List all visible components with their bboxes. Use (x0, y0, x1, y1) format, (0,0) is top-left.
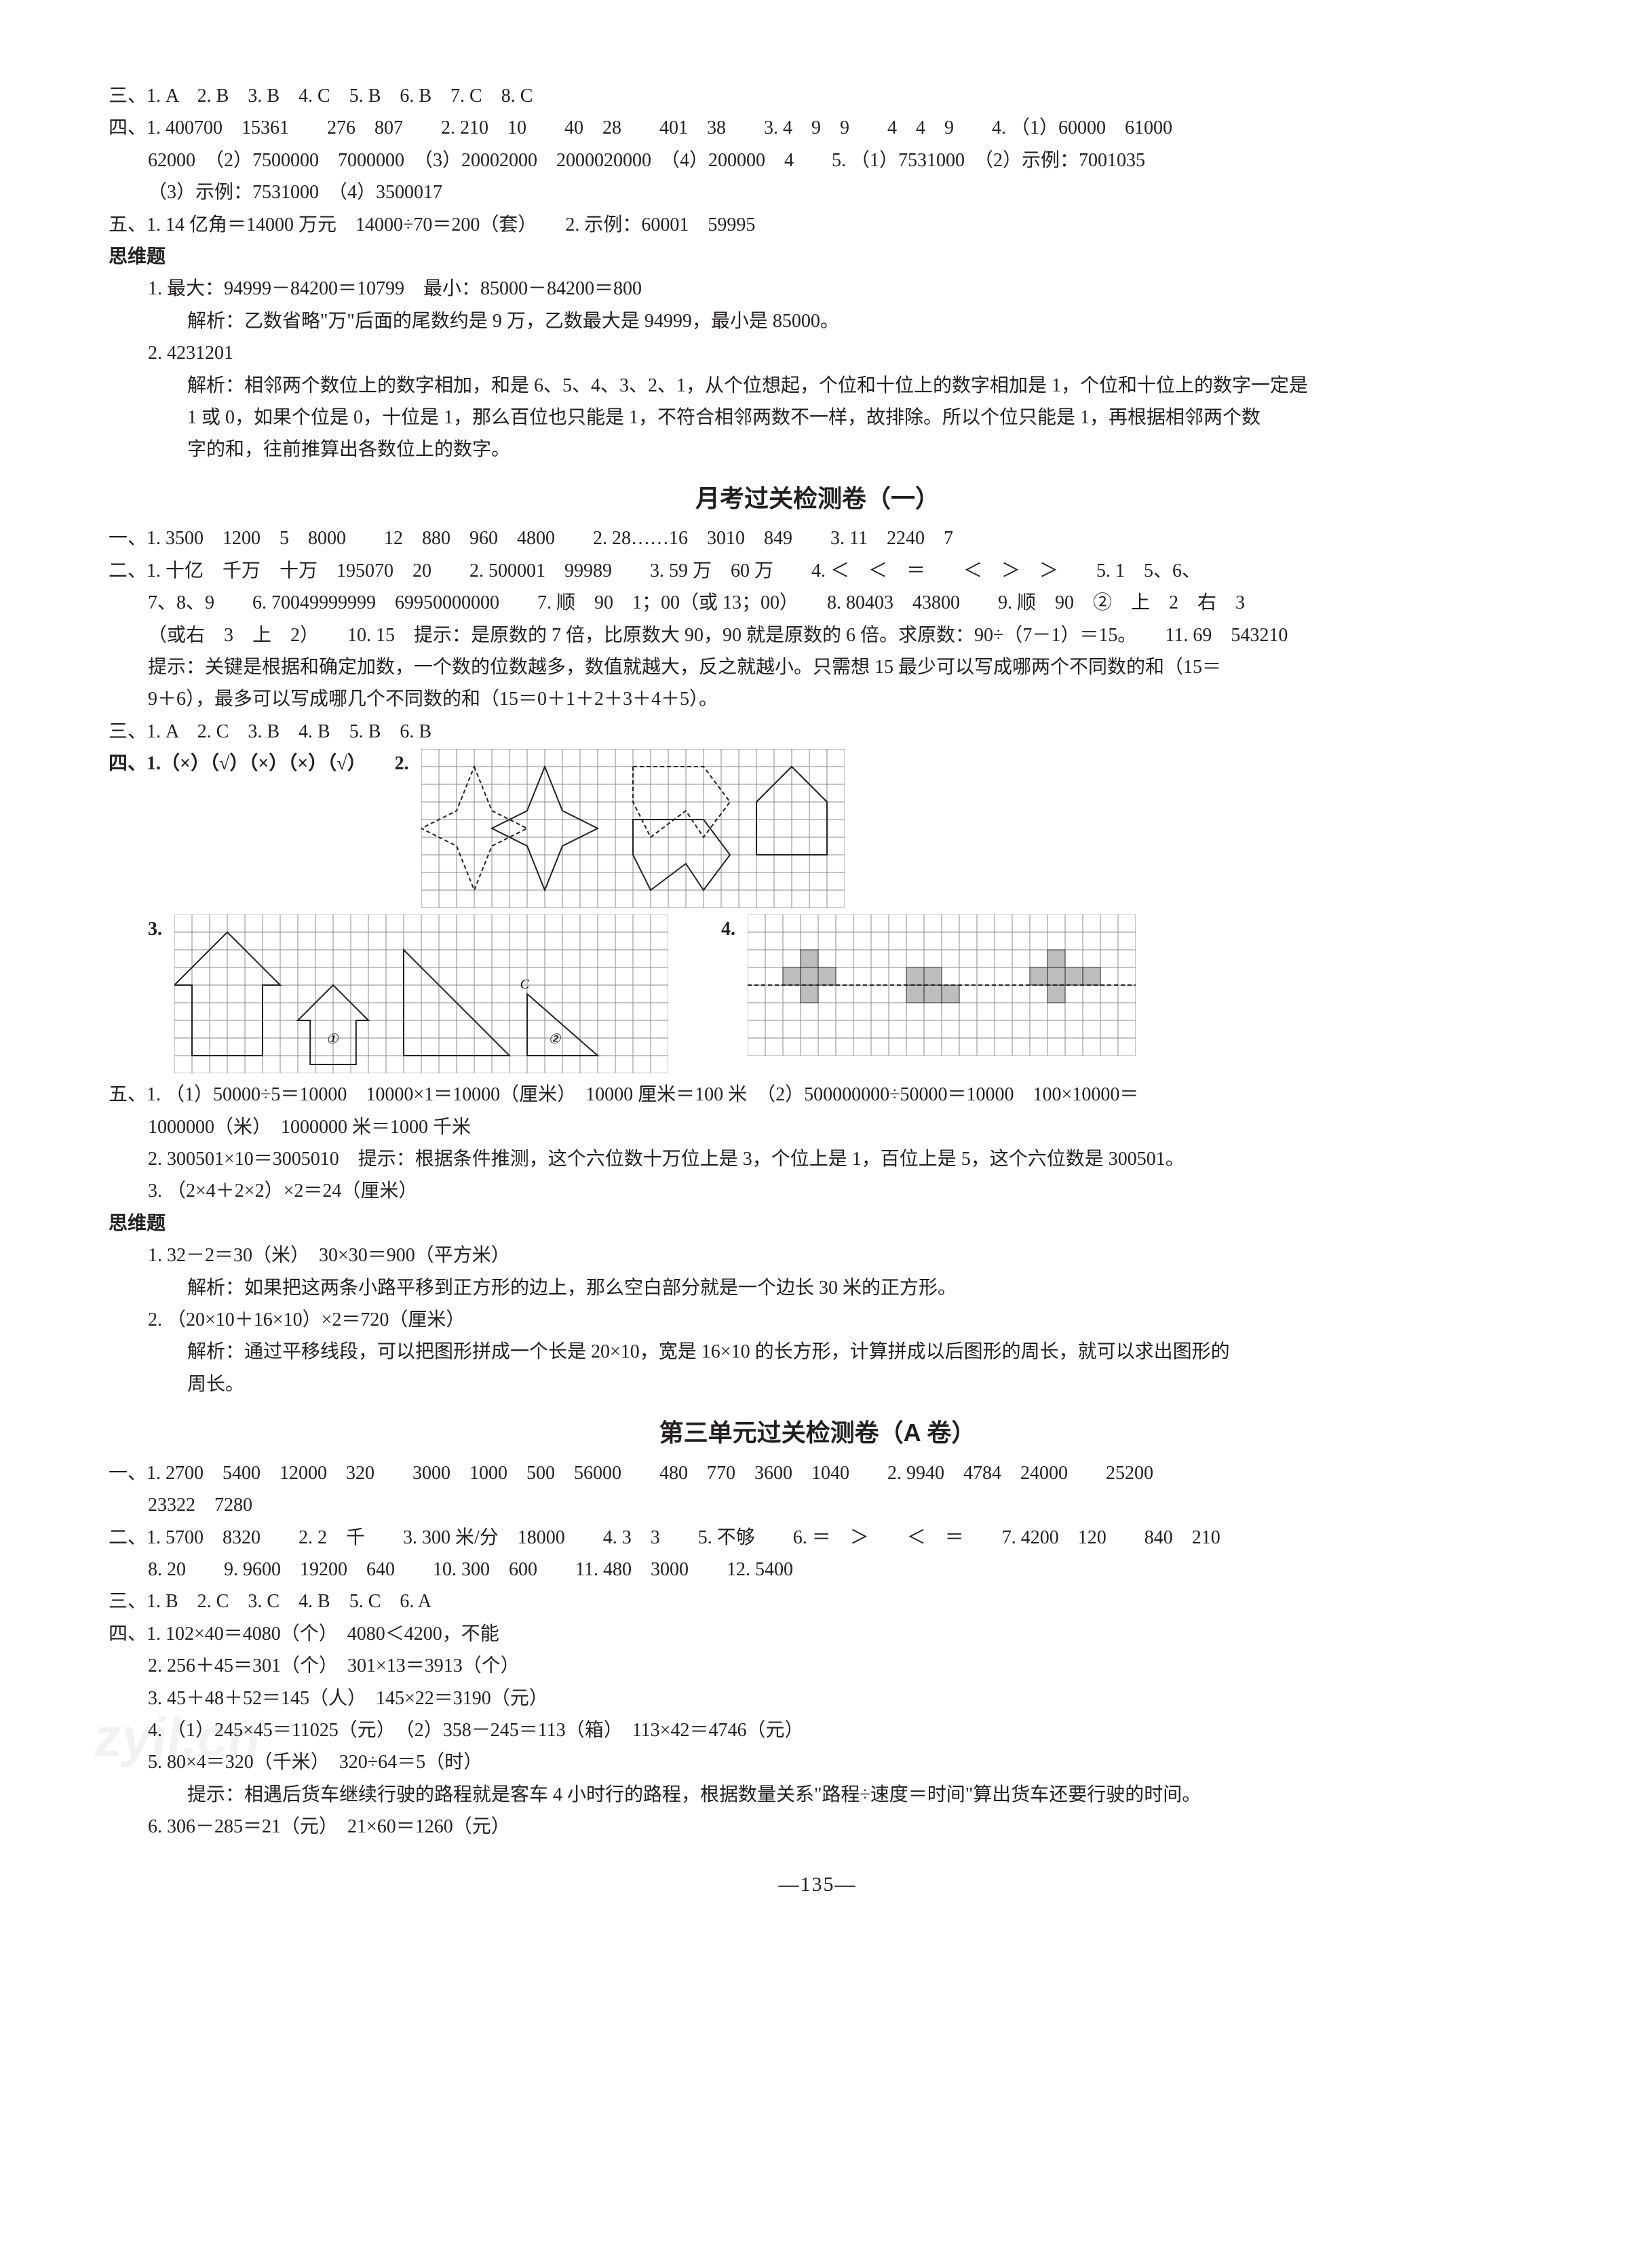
line-yk-er-4: 提示：关键是根据和确定加数，一个数的位数越多，数值就越大，反之就越小。只需想 1… (109, 653, 1526, 682)
title-unit3a: 第三单元过关检测卷（A 卷） (109, 1414, 1526, 1452)
row-yk-si-q2: 四、1.（×）（√）（×）（×）（√） 2. (109, 749, 1526, 908)
line-yk-wu-3: 2. 300501×10＝3005010 提示：根据条件推测，这个六位数十万位上… (109, 1145, 1526, 1174)
figure-grid-q3: ① C ② (174, 915, 668, 1073)
figure-grid-q4 (748, 915, 1136, 1056)
line-yk-sw2-2: 解析：通过平移线段，可以把图形拼成一个长是 20×10，宽是 16×10 的长方… (109, 1337, 1526, 1366)
line-yk-sw2-1: 2. （20×10＋16×10）×2＝720（厘米） (109, 1305, 1526, 1334)
line-u3-si-5: 5. 80×4＝320（千米） 320÷64＝5（时） (109, 1748, 1526, 1777)
line-top-sw1-1: 1. 最大：94999－84200＝10799 最小：85000－84200＝8… (109, 274, 1526, 303)
line-top-sw2-1: 2. 4231201 (109, 339, 1526, 368)
line-top-sw2-2: 解析：相邻两个数位上的数字相加，和是 6、5、4、3、2、1，从个位想起，个位和… (109, 371, 1526, 400)
line-top-si-3: （3）示例：7531000 （4）3500017 (109, 178, 1526, 207)
line-u3-er-1: 二、1. 5700 8320 2. 2 千 3. 300 米/分 18000 4… (109, 1523, 1526, 1552)
line-top-sw2-4: 字的和，往前推算出各数位上的数字。 (109, 435, 1526, 464)
line-u3-si-7: 6. 306－285＝21（元） 21×60＝1260（元） (109, 1812, 1526, 1841)
line-top-si-1: 四、1. 400700 15361 276 807 2. 210 10 40 2… (109, 113, 1526, 142)
heading-siwei-1: 思维题 (109, 242, 1526, 271)
line-u3-si-2: 2. 256＋45＝301（个） 301×13＝3913（个） (109, 1651, 1526, 1680)
line-top-san: 三、1. A 2. B 3. B 4. C 5. B 6. B 7. C 8. … (109, 81, 1526, 111)
figure-grid-q2 (421, 749, 845, 908)
line-u3-si-1: 四、1. 102×40＝4080（个） 4080＜4200，不能 (109, 1619, 1526, 1649)
line-u3-yi-2: 23322 7280 (109, 1491, 1526, 1520)
line-yk-wu-2: 1000000（米） 1000000 米＝1000 千米 (109, 1113, 1526, 1142)
line-yk-yi-1: 一、1. 3500 1200 5 8000 12 880 960 4800 2.… (109, 524, 1526, 553)
svg-text:C: C (520, 977, 530, 992)
line-yk-sw1-1: 1. 32－2＝30（米） 30×30＝900（平方米） (109, 1241, 1526, 1270)
line-yk-er-5: 9＋6），最多可以写成哪几个不同数的和（15＝0＋1＋2＋3＋4＋5）。 (109, 685, 1526, 714)
svg-text:②: ② (548, 1032, 561, 1047)
line-yk-wu-1: 五、1. （1）50000÷5＝10000 10000×1＝10000（厘米） … (109, 1080, 1526, 1109)
line-u3-si-4: 4. （1）245×45＝11025（元） （2）358－245＝113（箱） … (109, 1716, 1526, 1745)
line-top-sw1-2: 解析：乙数省略"万"后面的尾数约是 9 万，乙数最大是 94999，最小是 85… (109, 307, 1526, 336)
line-u3-si-6: 提示：相遇后货车继续行驶的路程就是客车 4 小时行的路程，根据数量关系"路程÷速… (109, 1780, 1526, 1809)
line-yk-sw2-3: 周长。 (109, 1370, 1526, 1399)
line-u3-si-3: 3. 45＋48＋52＝145（人） 145×22＝3190（元） (109, 1684, 1526, 1713)
line-yk-er-2: 7、8、9 6. 70049999999 69950000000 7. 顺 90… (109, 588, 1526, 617)
line-yk-wu-4: 3. （2×4＋2×2）×2＝24（厘米） (109, 1176, 1526, 1206)
title-yuekao: 月考过关检测卷（一） (109, 480, 1526, 518)
label-q4: 4. (721, 915, 735, 944)
line-yk-er-1: 二、1. 十亿 千万 十万 195070 20 2. 500001 99989 … (109, 556, 1526, 585)
line-yk-er-3: （或右 3 上 2） 10. 15 提示：是原数的 7 倍，比原数大 90，90… (109, 621, 1526, 650)
line-top-wu-1: 五、1. 14 亿角＝14000 万元 14000÷70＝200（套） 2. 示… (109, 210, 1526, 239)
heading-siwei-2: 思维题 (109, 1209, 1526, 1238)
line-u3-yi-1: 一、1. 2700 5400 12000 320 3000 1000 500 5… (109, 1459, 1526, 1488)
line-top-si-2: 62000 （2）7500000 7000000 （3）20002000 200… (109, 146, 1526, 175)
line-u3-san: 三、1. B 2. C 3. C 4. B 5. C 6. A (109, 1587, 1526, 1616)
line-top-sw2-3: 1 或 0，如果个位是 0，十位是 1，那么百位也只能是 1，不符合相邻两数不一… (109, 403, 1526, 432)
svg-text:①: ① (326, 1032, 339, 1047)
line-yk-sw1-2: 解析：如果把这两条小路平移到正方形的边上，那么空白部分就是一个边长 30 米的正… (109, 1273, 1526, 1303)
row-yk-q3-q4: 3. ① C ② 4. (109, 915, 1526, 1073)
line-yk-san: 三、1. A 2. C 3. B 4. B 5. B 6. B (109, 717, 1526, 746)
label-q3: 3. (109, 915, 162, 944)
page-number: —135— (109, 1869, 1526, 1901)
line-u3-er-2: 8. 20 9. 9600 19200 640 10. 300 600 11. … (109, 1555, 1526, 1584)
label-yk-si: 四、1.（×）（√）（×）（×）（√） 2. (109, 749, 409, 778)
